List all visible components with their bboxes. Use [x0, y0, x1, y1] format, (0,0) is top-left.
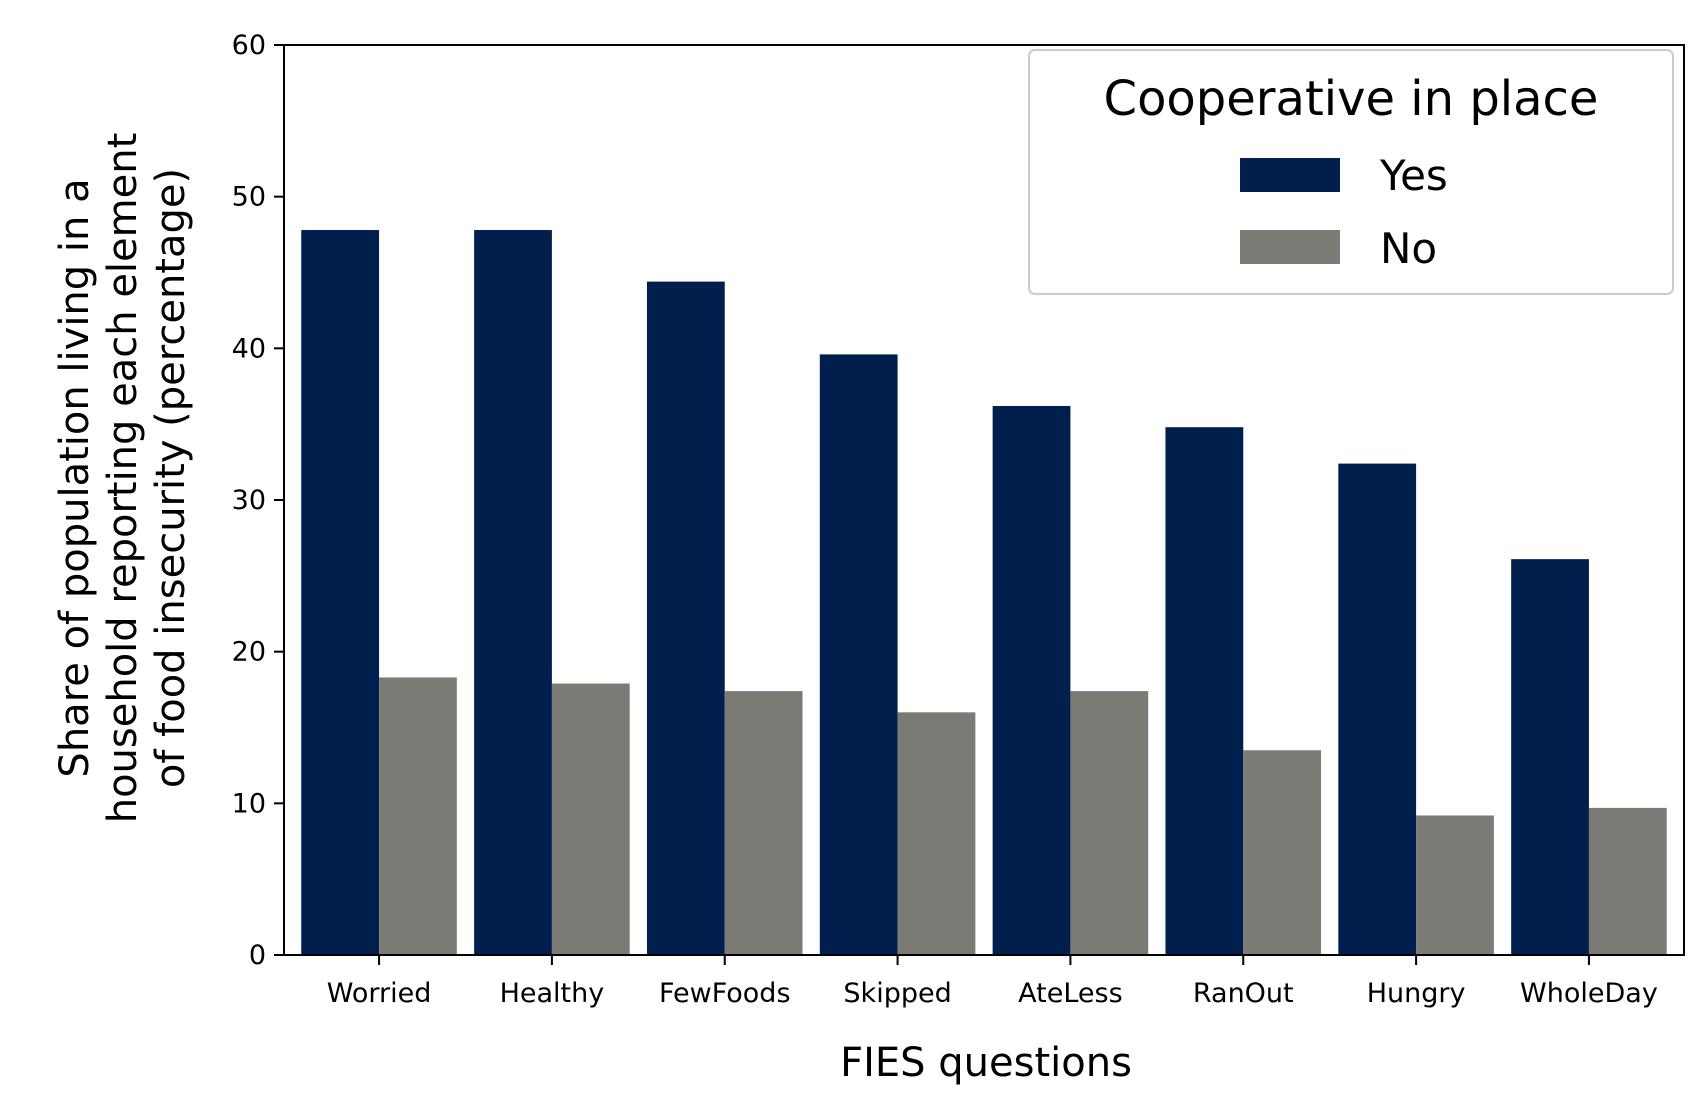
- x-tick-label-healthy: Healthy: [500, 978, 605, 1009]
- bar-yes-wholeday: [1511, 559, 1589, 955]
- x-tick-label-ateless: AteLess: [1018, 978, 1123, 1009]
- bar-yes-hungry: [1338, 463, 1417, 955]
- y-tick-label: 0: [249, 940, 266, 971]
- x-tick-label-ranout: RanOut: [1193, 978, 1294, 1009]
- bar-yes-fewfoods: [646, 281, 725, 956]
- legend-frame: [1028, 49, 1674, 295]
- legend-label-no: No: [1380, 224, 1437, 273]
- x-tick-label-fewfoods: FewFoods: [659, 978, 791, 1009]
- x-tick-label-hungry: Hungry: [1367, 978, 1466, 1009]
- x-tick-label-worried: Worried: [327, 978, 432, 1009]
- y-tick-label: 10: [232, 788, 266, 819]
- bars-group: [301, 230, 1667, 956]
- bar-yes-skipped: [819, 354, 898, 955]
- x-tick-label-wholeday: WholeDay: [1520, 978, 1658, 1009]
- bar-no-worried: [379, 677, 457, 955]
- bar-no-ranout: [1243, 750, 1322, 955]
- y-axis-label-line-2: household reporting each element: [100, 133, 146, 824]
- legend-swatch-no: [1240, 230, 1340, 264]
- y-tick-label: 20: [232, 637, 266, 668]
- bar-no-fewfoods: [724, 691, 803, 955]
- bar-yes-ranout: [1165, 427, 1244, 955]
- legend-swatch-yes: [1240, 158, 1340, 192]
- axes-group: 0 10 20 30 40 50 60 Worried Healthy FewFoods Skipp…: [232, 30, 1685, 1009]
- bar-yes-worried: [301, 230, 380, 955]
- bar-no-hungry: [1416, 815, 1494, 955]
- legend-title: Cooperative in place: [1104, 71, 1599, 127]
- legend: Cooperative in place Yes No: [1028, 49, 1674, 295]
- y-axis-label-line-1: Share of population living in a: [52, 178, 98, 777]
- bar-no-healthy: [551, 683, 630, 955]
- y-tick-label: 60: [232, 30, 266, 61]
- y-axis-label-line-3: of food insecurity (percentage): [148, 168, 194, 788]
- y-tick-label: 40: [232, 333, 266, 364]
- bar-yes-healthy: [474, 230, 552, 955]
- bar-no-skipped: [897, 712, 976, 955]
- legend-label-yes: Yes: [1379, 151, 1448, 200]
- y-tick-label: 30: [232, 485, 266, 516]
- bar-no-ateless: [1070, 691, 1149, 955]
- bar-no-wholeday: [1588, 807, 1667, 955]
- y-tick-label: 50: [232, 182, 266, 213]
- x-axis-label: FIES questions: [840, 1040, 1132, 1086]
- bar-yes-ateless: [992, 405, 1071, 956]
- x-tick-label-skipped: Skipped: [843, 978, 951, 1009]
- y-axis-label: Share of population living in a househol…: [52, 133, 194, 824]
